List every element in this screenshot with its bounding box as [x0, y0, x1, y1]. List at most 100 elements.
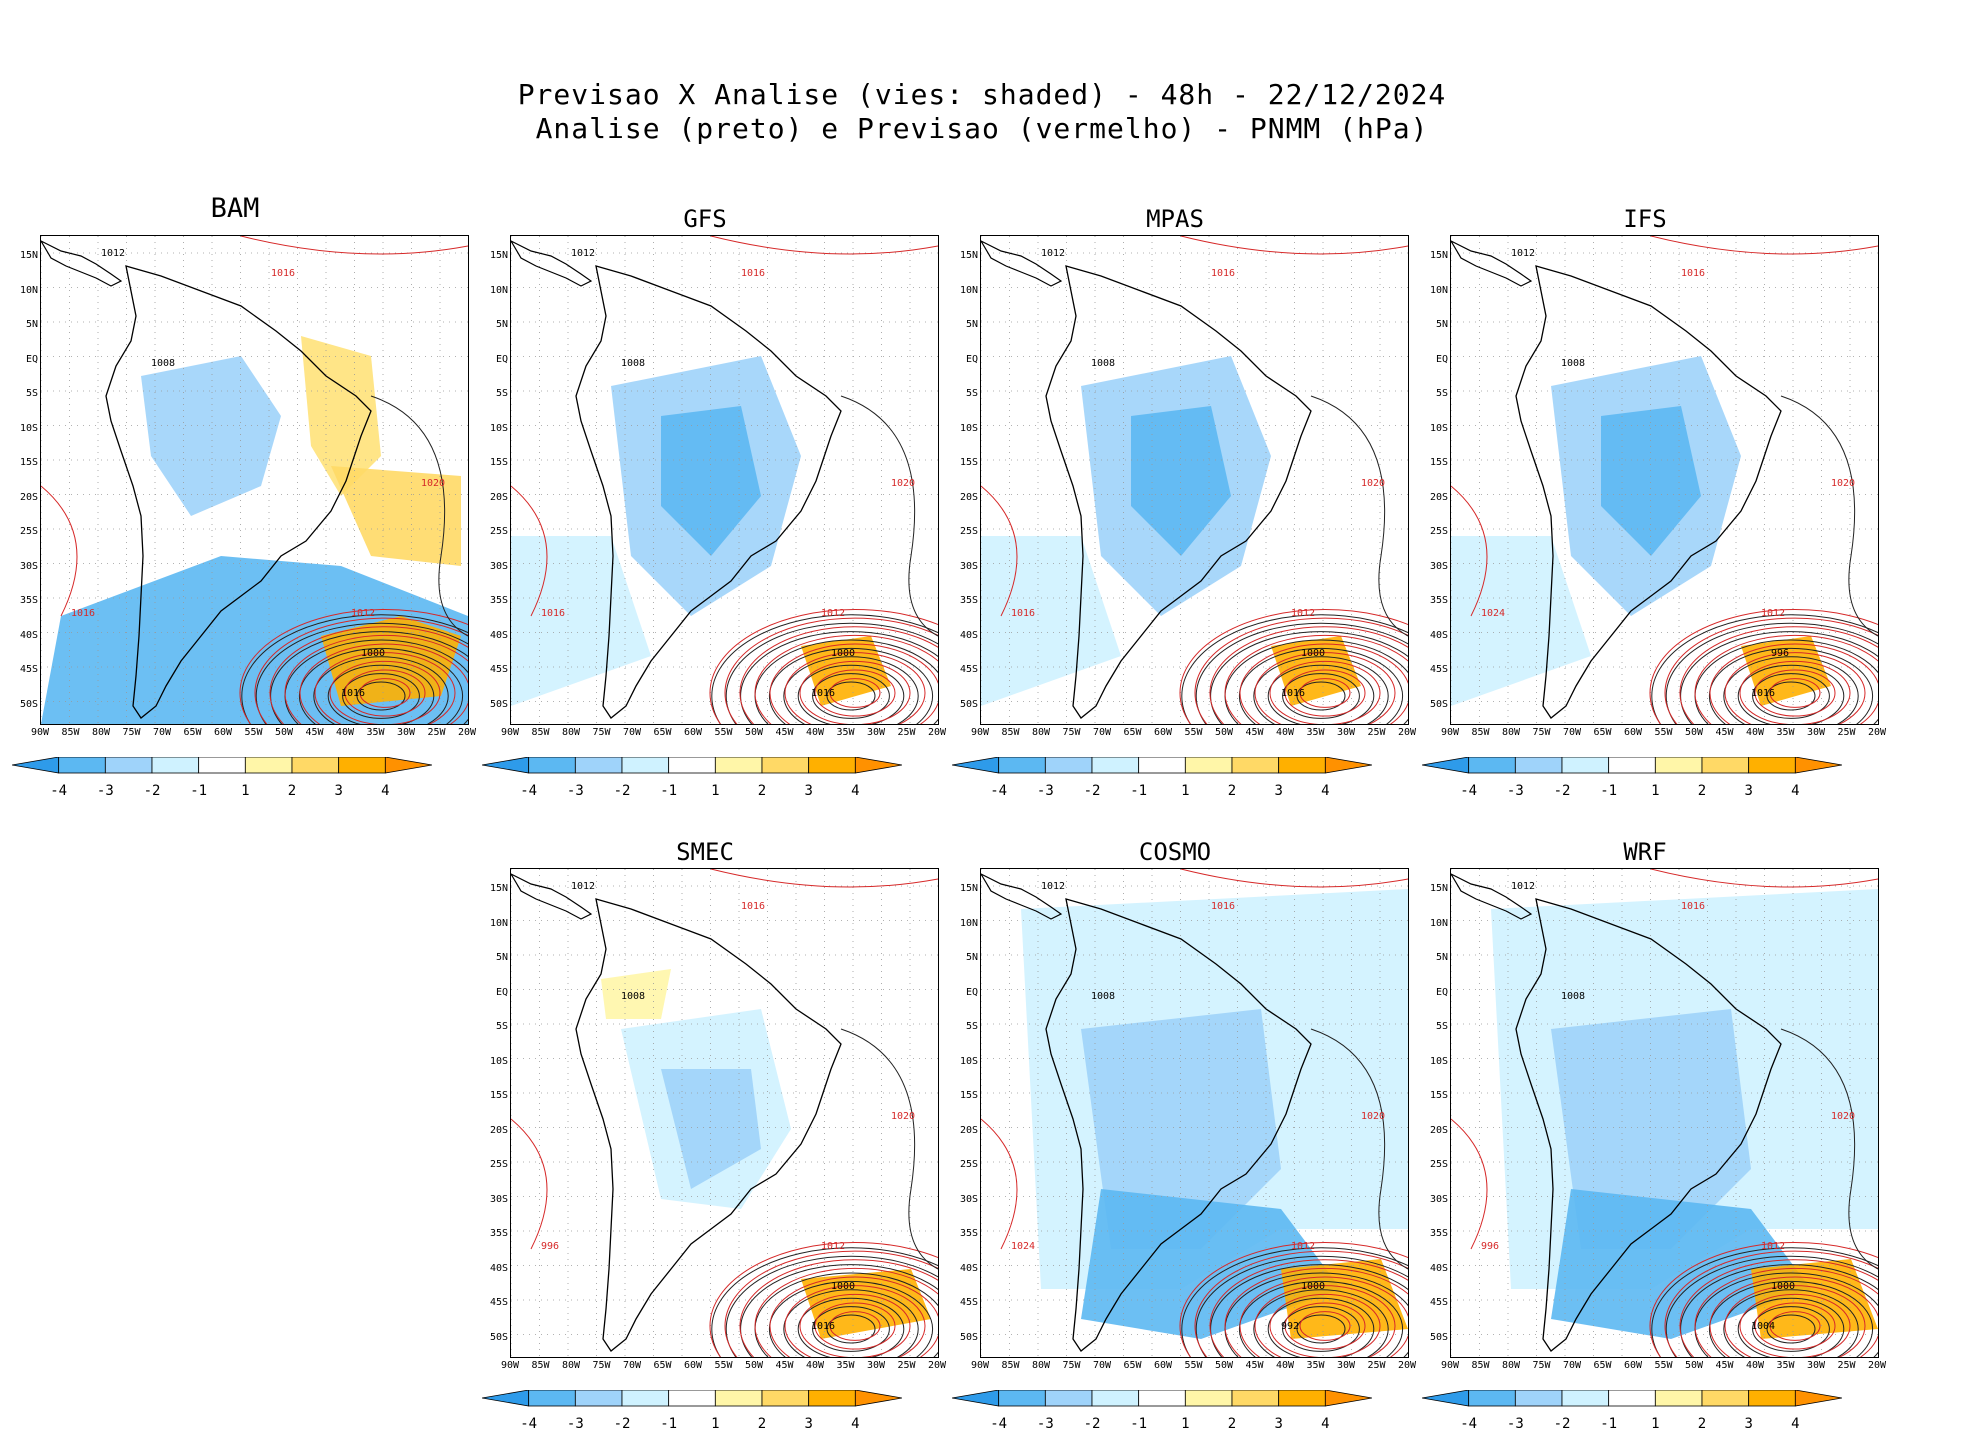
bias-shading: [661, 406, 761, 556]
lon-tick-label: 70W: [1562, 727, 1582, 738]
isobar-analysis: [1253, 1289, 1389, 1357]
isobar-label: 1020: [421, 478, 445, 489]
lon-tick-label: 55W: [1184, 727, 1203, 738]
lon-tick-label: 90W: [970, 727, 990, 738]
isobar-analysis: [1282, 1306, 1360, 1352]
lon-tick-label: 20W: [1397, 1360, 1417, 1371]
isobar-analysis: [1752, 673, 1830, 719]
lat-tick-label: EQ: [25, 353, 38, 365]
colorbar-label: 4: [851, 783, 860, 799]
colorbar-label: -1: [660, 783, 678, 799]
colorbar: -4 -3 -2 -1 1 2 3 4: [482, 757, 902, 801]
isobar-analysis: [1651, 614, 1878, 724]
lon-tick-label: 25W: [897, 1360, 916, 1371]
isobar-label: 1020: [891, 478, 915, 489]
lat-tick-label: 10N: [959, 284, 978, 296]
colorbar-label: 3: [1274, 1416, 1283, 1432]
lat-tick-label: 25S: [489, 526, 508, 537]
colorbar-swatch: [761, 757, 810, 774]
colorbar-swatch: [1184, 757, 1233, 774]
colorbar-label: -4: [50, 783, 68, 799]
isobar-forecast: [1679, 1259, 1878, 1357]
lat-tick-label: 45S: [19, 664, 38, 675]
lat-tick-label: 15N: [959, 250, 978, 261]
isobar-analysis: [1708, 647, 1874, 724]
lat-tick-label: 5N: [1435, 952, 1448, 963]
isobar-label: 1016: [811, 1321, 835, 1332]
coastline: [981, 873, 1063, 920]
colorbar-swatch: [1138, 757, 1186, 774]
lon-tick-label: 55W: [1654, 727, 1673, 738]
colorbar-swatch: [1231, 757, 1280, 774]
colorbar-label: 2: [757, 783, 767, 799]
isobar-forecast: [1664, 1250, 1878, 1357]
lon-tick-label: 35W: [1776, 1360, 1795, 1371]
isobar-label: 1020: [891, 1111, 915, 1122]
isobar-forecast: [1724, 652, 1866, 724]
colorbar-label: 2: [1227, 1416, 1237, 1432]
colorbar-swatch: [668, 757, 716, 774]
lat-tick-label: 50S: [489, 698, 508, 710]
isobar-label: 1016: [271, 268, 295, 279]
bias-shading: [331, 466, 461, 566]
colorbar-label: -2: [1553, 1416, 1571, 1432]
isobar-forecast: [1284, 669, 1366, 717]
colorbar-label: 1: [711, 1416, 720, 1432]
panel-wrf: WRF 15N 10N 5N EQ 5S 10S 15S 20S 25S 30S 35S 40S 45S 5…: [1410, 838, 1886, 1438]
bias-shading: [301, 336, 381, 496]
coastline: [1451, 873, 1533, 920]
isobar-label: 1000: [1301, 1281, 1325, 1292]
isobar-analysis: [1267, 1297, 1375, 1357]
lat-tick-label: EQ: [1435, 986, 1448, 998]
lat-tick-label: 40S: [489, 629, 508, 641]
isobar-analysis: [1737, 1297, 1845, 1357]
isobar-analysis: [241, 614, 468, 724]
isobar-analysis: [1780, 1028, 1878, 1270]
lat-tick-label: 30S: [489, 1193, 508, 1205]
colorbar-label: 1: [241, 783, 250, 799]
isobar-analysis: [783, 1289, 919, 1357]
isobar-forecast: [709, 1242, 938, 1357]
isobar-forecast: [299, 643, 468, 724]
lon-tick-label: 90W: [970, 1360, 990, 1371]
colorbar-swatch: [1422, 1390, 1470, 1407]
colorbar-swatch: [1794, 757, 1842, 774]
lat-tick-label: 5S: [495, 1021, 508, 1032]
isobar-label: 1016: [71, 608, 95, 619]
colorbar-swatch: [1044, 757, 1093, 774]
bias-shading: [1551, 1009, 1751, 1249]
isobar-analysis: [1238, 1280, 1404, 1357]
colorbar-label: -1: [190, 783, 208, 799]
isobar-forecast: [1650, 869, 1878, 888]
lon-tick-label: 75W: [1062, 1360, 1081, 1371]
isobar-analysis: [1181, 1247, 1408, 1357]
isobar-forecast: [1679, 626, 1878, 724]
colorbar-swatch: [528, 1390, 576, 1407]
lat-tick-label: 20S: [489, 1124, 508, 1136]
isobar-label: 1000: [831, 1281, 855, 1292]
isobar-analysis: [840, 1028, 938, 1270]
isobar-analysis: [313, 656, 449, 724]
isobar-analysis: [1752, 1306, 1830, 1352]
colorbar-swatch: [1468, 1390, 1516, 1407]
lat-tick-label: 30S: [1429, 1193, 1448, 1205]
isobar-label: 1016: [1751, 688, 1775, 699]
colorbar-label: -2: [1553, 783, 1571, 799]
lon-tick-label: 75W: [1532, 727, 1551, 738]
colorbar-swatch: [998, 757, 1046, 774]
isobar-forecast: [1239, 643, 1408, 724]
panel-gfs: GFS 15N 10N 5N EQ 5S 10S 15S 20S 25S 30S 35S 40S 45S 5…: [470, 205, 946, 805]
colorbar-swatch: [482, 1390, 530, 1407]
coastline: [1451, 240, 1533, 287]
isobar-analysis: [711, 614, 938, 724]
isobar-analysis: [768, 1280, 934, 1357]
lon-tick-label: 20W: [927, 1360, 947, 1371]
panel-title: WRF: [1623, 838, 1667, 866]
isobar-label: 1000: [831, 648, 855, 659]
isobar-forecast: [1650, 236, 1878, 255]
lon-tick-label: 45W: [305, 727, 324, 738]
colorbar-swatch: [1701, 757, 1750, 774]
lon-tick-label: 25W: [1367, 727, 1386, 738]
lon-tick-label: 75W: [592, 727, 611, 738]
isobar-label: 1012: [1041, 881, 1065, 892]
